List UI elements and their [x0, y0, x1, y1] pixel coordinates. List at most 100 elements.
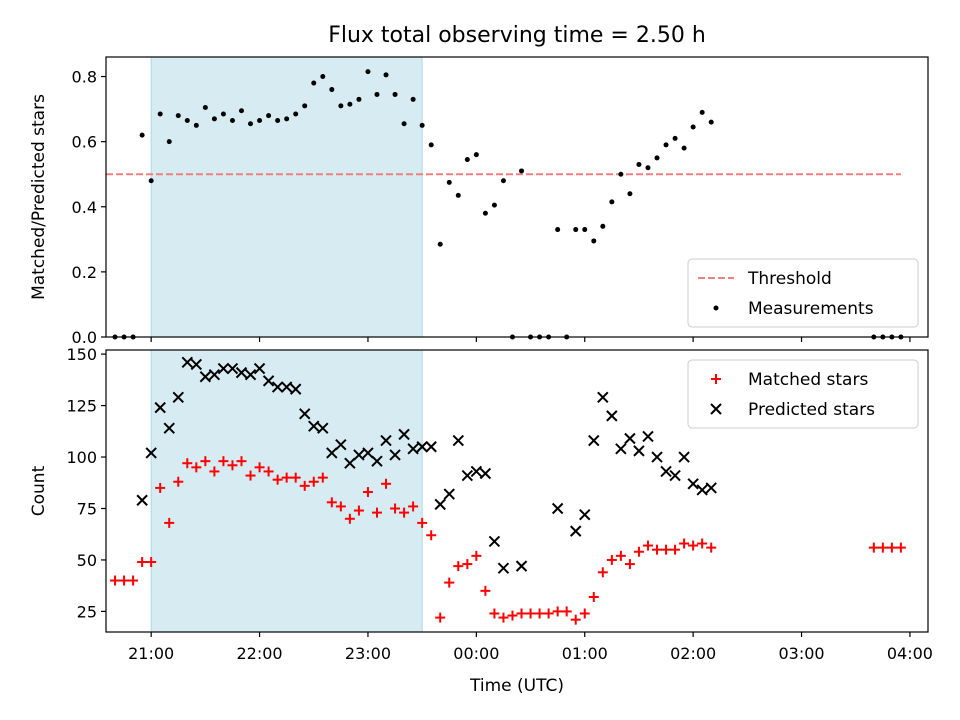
measurement-point	[320, 74, 326, 80]
bottom-observing-window	[150, 349, 423, 633]
top-ytick-label: 0.4	[72, 198, 97, 217]
measurement-point	[284, 116, 290, 122]
measurement-point	[591, 238, 597, 244]
matched-stars-point	[426, 530, 437, 541]
predicted-stars-point	[199, 371, 212, 383]
predicted-stars-point	[217, 362, 230, 375]
measurement-point	[636, 161, 642, 167]
top-ytick-label: 0.8	[72, 68, 97, 87]
predicted-stars-point	[515, 560, 528, 572]
measurement-point	[148, 178, 154, 184]
predicted-stars-point	[226, 362, 239, 375]
matched-stars-point	[588, 592, 599, 603]
matched-stars-point	[362, 487, 373, 498]
predicted-stars-point	[588, 434, 600, 447]
matched-stars-point	[399, 507, 410, 518]
matched-stars-point	[489, 608, 500, 619]
predicted-stars-point	[579, 508, 591, 521]
matched-stars-point	[245, 470, 256, 481]
matched-stars-point	[155, 482, 166, 493]
measurement-point	[193, 122, 199, 128]
matched-stars-point	[281, 472, 292, 483]
matched-stars-point	[552, 606, 563, 617]
predicted-stars-point	[172, 391, 184, 404]
measurement-point	[410, 96, 416, 102]
predicted-stars-point	[380, 434, 392, 447]
measurement-point	[482, 210, 488, 216]
matched-stars-point	[417, 517, 428, 528]
measurement-point	[275, 117, 281, 123]
matched-stars-point	[597, 567, 608, 578]
predicted-stars-point	[190, 358, 203, 371]
measurement-point	[374, 91, 380, 97]
matched-stars-point	[498, 612, 509, 623]
predicted-stars-point	[262, 375, 275, 387]
predicted-stars-point	[551, 502, 564, 515]
top-ytick-label: 0.2	[72, 263, 97, 282]
measurement-point	[464, 157, 470, 163]
predicted-stars-point	[407, 443, 419, 455]
bottom-ytick-label: 25	[77, 602, 97, 621]
predicted-stars-point	[389, 449, 401, 461]
top-ytick-label: 0.0	[72, 328, 97, 347]
measurement-point	[681, 145, 687, 151]
matched-stars-point	[480, 585, 491, 596]
predicted-stars-point	[651, 451, 663, 463]
matched-stars-point	[688, 540, 699, 551]
predicted-stars-point	[416, 441, 428, 453]
matched-stars-point	[209, 466, 220, 477]
measurement-point	[699, 109, 705, 115]
measurement-point	[627, 191, 633, 197]
measurement-point	[211, 116, 217, 122]
predicted-stars-point	[208, 368, 221, 381]
bottom-ytick-label: 50	[77, 551, 97, 570]
top-observing-window	[150, 56, 423, 338]
bottom-legend: Matched stars Predicted stars	[687, 359, 919, 429]
predicted-stars-point	[235, 366, 248, 379]
predicted-stars-point	[362, 447, 374, 459]
predicted-stars-point	[181, 356, 194, 369]
bottom-legend-box	[687, 359, 919, 429]
measurement-point	[392, 91, 398, 97]
bottom-xtick-label: 22:00	[237, 644, 283, 663]
predicted-stars-point	[687, 478, 699, 490]
predicted-stars-point	[289, 383, 302, 395]
measurement-point	[248, 121, 254, 127]
matched-stars-point	[263, 466, 274, 477]
measurement-point	[302, 103, 308, 109]
measurement-point	[582, 227, 588, 233]
matched-stars-point	[570, 614, 581, 625]
matched-stars-point	[381, 478, 392, 489]
predicted-stars-point	[163, 422, 175, 434]
predicted-stars-point	[398, 428, 410, 441]
matched-stars-point	[877, 542, 888, 553]
matched-stars-point	[886, 542, 897, 553]
predicted-stars-point	[308, 420, 320, 432]
bottom-xtick-label: 23:00	[345, 644, 391, 663]
matched-stars-point	[326, 497, 337, 508]
measurement-point	[229, 117, 235, 123]
top-ytick-label: 0.6	[72, 133, 97, 152]
top-legend: Threshold Measurements	[687, 258, 919, 328]
measurement-point	[202, 104, 208, 110]
matched-stars-point	[254, 462, 265, 473]
matched-stars-point	[218, 456, 229, 467]
bottom-xtick-label: 03:00	[778, 644, 824, 663]
predicted-stars-point	[488, 535, 501, 548]
measurement-point	[600, 223, 606, 229]
measurement-point	[455, 192, 461, 198]
matched-stars-point	[435, 612, 446, 623]
predicted-stars-point	[642, 430, 654, 443]
matched-stars-point	[390, 503, 401, 514]
matched-stars-point	[200, 456, 211, 467]
predicted-stars-point	[253, 362, 266, 375]
predicted-stars-point	[461, 469, 474, 482]
predicted-stars-point	[145, 447, 157, 459]
top-panel: 0.0 0.2 0.4 0.6 0.8 Matched/Predicted stars Th…	[29, 56, 929, 347]
measurement-point	[329, 87, 335, 93]
predicted-stars-point	[696, 484, 708, 496]
matched-stars-point	[137, 557, 148, 568]
matched-stars-point	[290, 472, 301, 483]
predicted-stars-point	[371, 455, 383, 467]
